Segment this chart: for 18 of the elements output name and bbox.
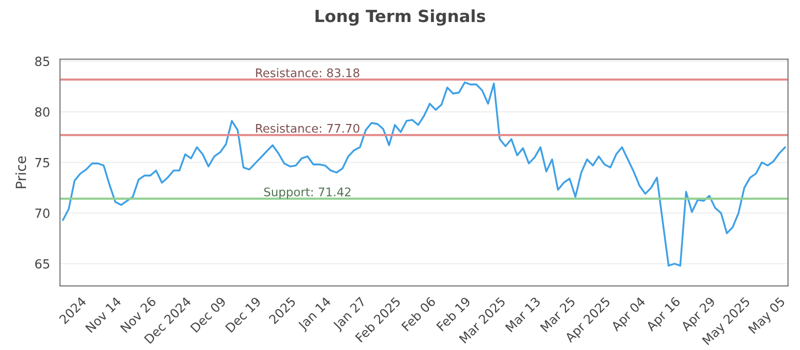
x-tick-label: Dec 09: [190, 296, 226, 333]
ref-line-label: Resistance: 77.70: [256, 124, 360, 133]
y-tick-label: 65: [35, 259, 50, 269]
x-tick-label: Jan 14: [297, 296, 333, 332]
ref-line-label: Resistance: 83.18: [256, 68, 360, 78]
x-tick-label: Apr 04: [610, 296, 648, 334]
y-tick-label: 80: [35, 107, 50, 117]
x-tick-label: Mar 13: [504, 296, 541, 332]
y-tick-label: 70: [35, 208, 50, 218]
ref-line-label: Support: 71.42: [264, 187, 350, 199]
x-tick-label: Apr 16: [645, 296, 682, 334]
y-tick-label: 75: [35, 158, 50, 168]
y-axis-title: Price: [15, 156, 26, 188]
x-tick-label: Dec 19: [224, 296, 262, 333]
chart-title: Long Term Signals: [316, 9, 486, 26]
line-series: [62, 82, 786, 267]
x-tick-label: Feb 06: [400, 296, 436, 332]
y-tick-label: 85: [35, 56, 50, 66]
